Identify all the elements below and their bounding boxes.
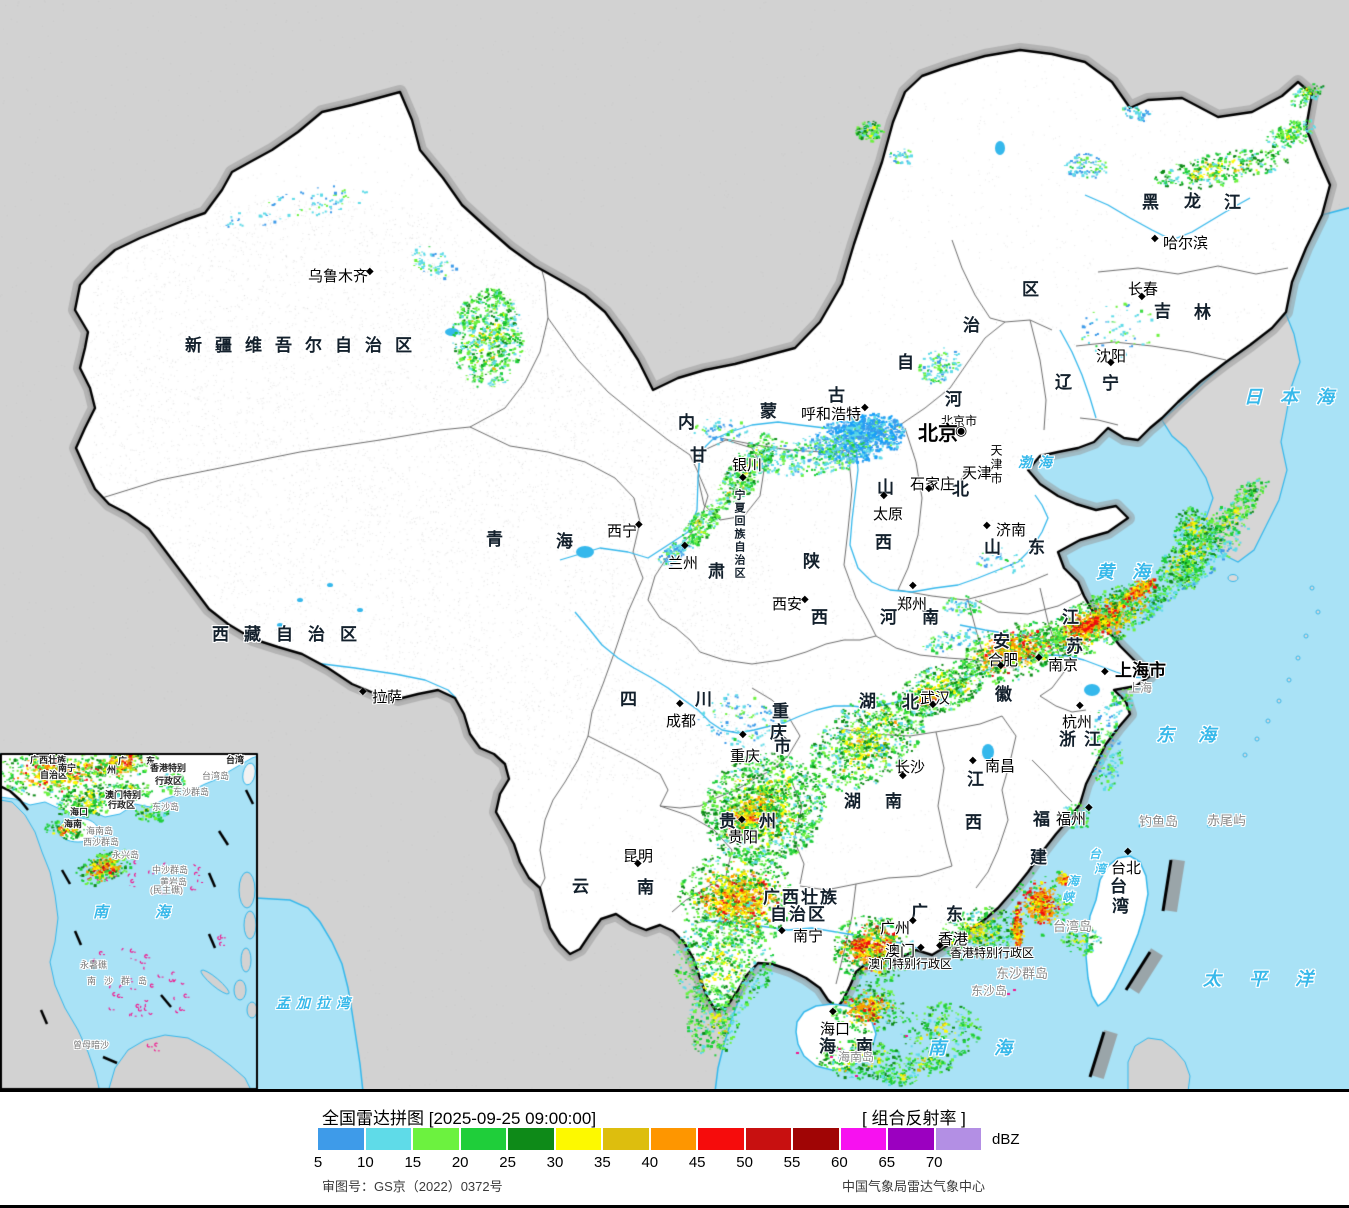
map-review-number: 审图号：GS京（2022）0372号: [322, 1179, 503, 1194]
radar-map-canvas: [0, 0, 1349, 1092]
colorbar-segment: [603, 1128, 649, 1150]
colorbar-tick: 40: [641, 1154, 659, 1171]
colorbar-segment: [365, 1128, 411, 1150]
legend-panel: 全国雷达拼图 [2025-09-25 09:00:00] [ 组合反射率 ] 5…: [0, 1092, 1349, 1208]
colorbar-segment: [460, 1128, 506, 1150]
colorbar-segment: [935, 1128, 981, 1150]
colorbar-segment: [698, 1128, 744, 1150]
dbz-colorbar: [318, 1128, 981, 1150]
colorbar-segment: [745, 1128, 791, 1150]
colorbar-tick: 30: [546, 1154, 564, 1171]
colorbar-segment: [508, 1128, 554, 1150]
colorbar-tick: 15: [404, 1154, 422, 1171]
colorbar-tick: 55: [783, 1154, 801, 1171]
legend-title: 全国雷达拼图 [2025-09-25 09:00:00]: [322, 1104, 596, 1129]
colorbar-tick: 70: [925, 1154, 943, 1171]
colorbar-segment: [840, 1128, 886, 1150]
map-bottom-border: [0, 1089, 1349, 1092]
product-type-label: [ 组合反射率 ]: [862, 1109, 966, 1128]
colorbar-tick: 25: [499, 1154, 516, 1171]
colorbar-segment: [650, 1128, 696, 1150]
colorbar-tick: 10: [357, 1154, 374, 1171]
timestamp: [2025-09-25 09:00:00]: [428, 1109, 597, 1128]
agency-credit: 中国气象局雷达气象中心: [841, 1179, 985, 1194]
product-name: 全国雷达拼图: [322, 1109, 424, 1128]
colorbar-tick: 50: [736, 1154, 753, 1171]
colorbar-tick: 60: [831, 1154, 848, 1171]
colorbar-segment: [555, 1128, 601, 1150]
colorbar-segment: [318, 1128, 364, 1150]
page-bottom-border: [0, 1205, 1349, 1208]
colorbar-tick: 5: [313, 1154, 323, 1171]
colorbar-tick: 20: [451, 1154, 469, 1171]
colorbar-segment: [793, 1128, 839, 1150]
colorbar-tick: 35: [594, 1154, 611, 1171]
colorbar-tick: 45: [688, 1154, 706, 1171]
dbz-unit-label: dBZ: [992, 1131, 1020, 1148]
colorbar-segment: [888, 1128, 934, 1150]
colorbar-segment: [413, 1128, 459, 1150]
colorbar-tick: 65: [878, 1154, 896, 1171]
